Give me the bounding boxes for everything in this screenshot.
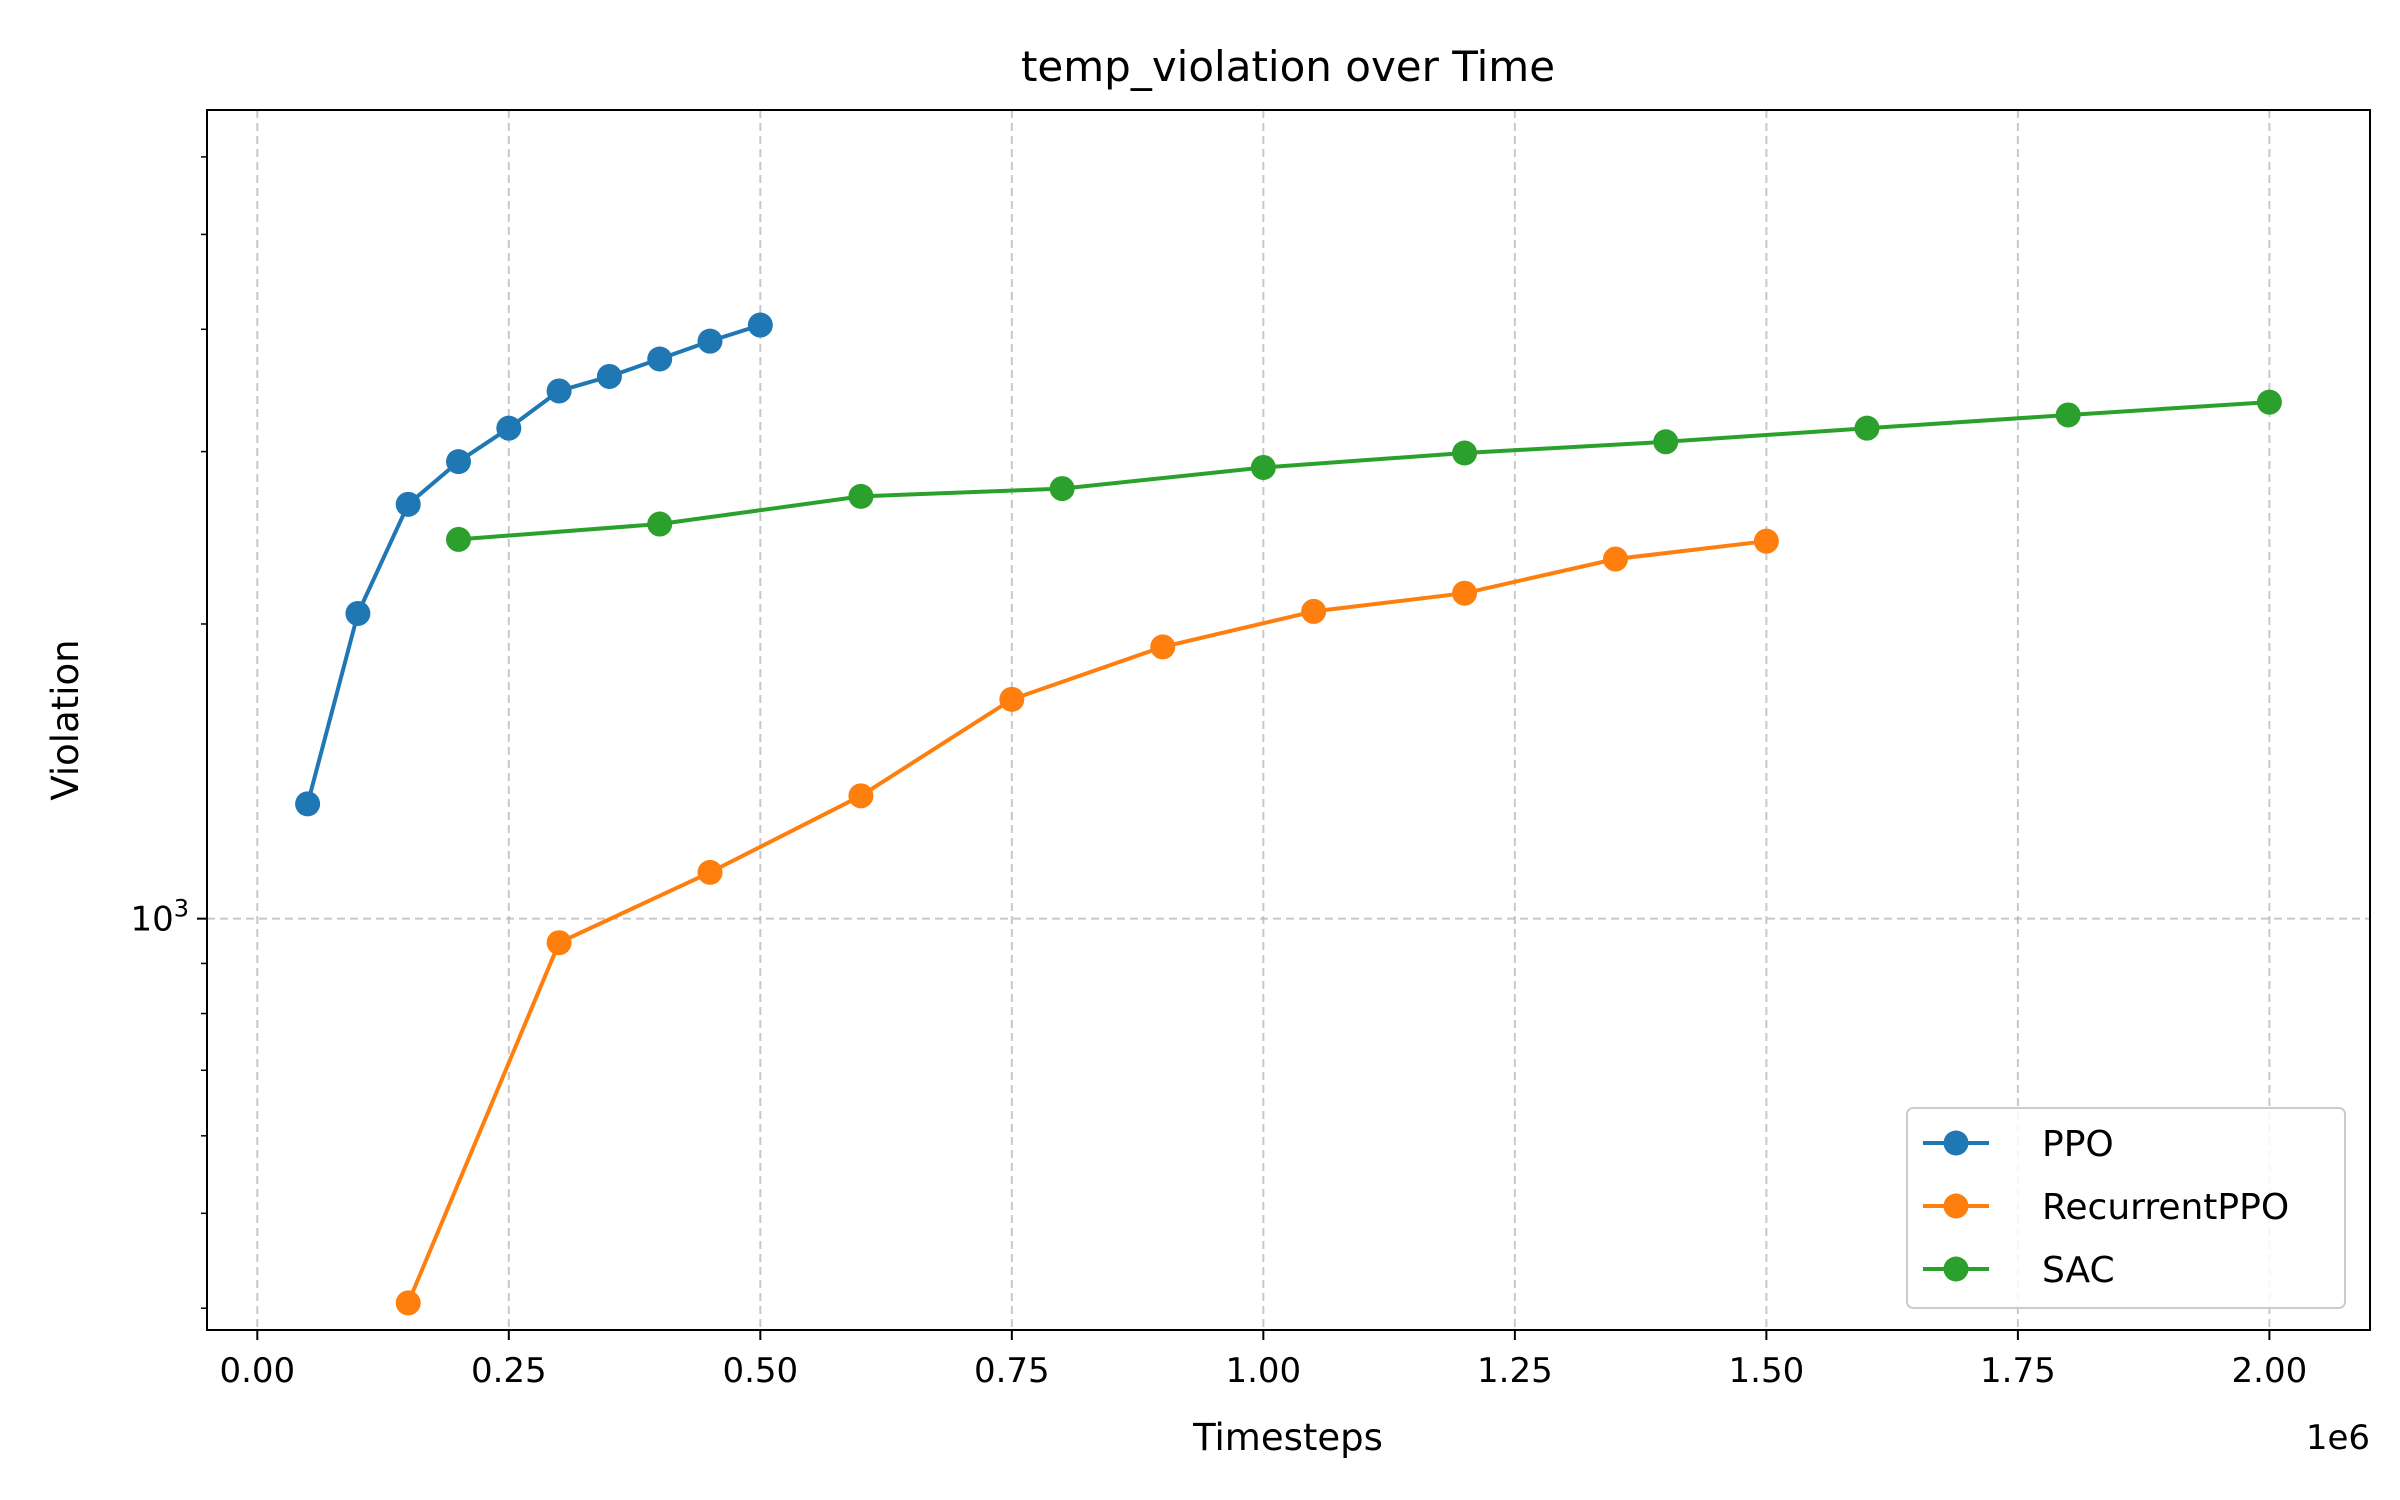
point-ppo — [747, 312, 773, 338]
x-tick-label: 0.75 — [974, 1351, 1050, 1391]
point-sac — [647, 511, 673, 537]
legend-label-ppo: PPO — [2042, 1124, 2114, 1165]
line-sac — [456, 400, 2272, 542]
x-axis-offset-label: 1e6 — [2306, 1418, 2370, 1458]
point-sac — [848, 483, 874, 509]
x-tick-label: 2.00 — [2232, 1351, 2308, 1391]
point-sac — [1854, 415, 1880, 441]
point-recurrentppo — [546, 930, 572, 956]
legend-marker-sac — [1943, 1256, 1969, 1282]
point-recurrentppo — [848, 783, 874, 809]
line-recurrentppo — [406, 539, 1769, 1305]
legend-box — [1906, 1107, 2346, 1309]
point-ppo — [295, 791, 321, 817]
y-axis-label: Violation — [44, 639, 87, 800]
point-ppo — [647, 346, 673, 372]
x-tick-label: 0.25 — [471, 1351, 547, 1391]
legend-label-sac: SAC — [2042, 1250, 2115, 1291]
point-ppo — [546, 378, 572, 404]
point-ppo — [395, 491, 421, 517]
point-ppo — [596, 363, 622, 389]
line-ppo — [305, 323, 763, 806]
legend-item-ppo: PPO — [1923, 1124, 2114, 1165]
x-axis-label: Timesteps — [1192, 1416, 1383, 1459]
legend-marker-recurrentppo — [1943, 1193, 1969, 1219]
series-recurrentppo — [395, 528, 1779, 1316]
legend-label-recurrentppo: RecurrentPPO — [2042, 1187, 2289, 1228]
x-tick-label: 0.00 — [219, 1351, 295, 1391]
point-recurrentppo — [395, 1290, 421, 1316]
point-sac — [1049, 476, 1075, 502]
x-tick-label: 1.75 — [1980, 1351, 2056, 1391]
plot-frame — [206, 109, 2371, 1331]
point-recurrentppo — [1301, 598, 1327, 624]
series-layer — [295, 312, 2282, 1316]
series-sac — [446, 389, 2282, 552]
point-sac — [446, 526, 472, 552]
point-ppo — [496, 415, 522, 441]
x-tick-label: 1.00 — [1225, 1351, 1301, 1391]
y-tick-exponent: 3 — [174, 895, 189, 923]
series-ppo — [295, 312, 773, 817]
point-recurrentppo — [1452, 580, 1478, 606]
point-recurrentppo — [1150, 634, 1176, 660]
point-recurrentppo — [697, 859, 723, 885]
x-tick-label: 0.50 — [722, 1351, 798, 1391]
legend-marker-ppo — [1943, 1130, 1969, 1156]
point-recurrentppo — [1753, 528, 1779, 554]
x-tick-label: 1.25 — [1477, 1351, 1553, 1391]
point-sac — [2256, 389, 2282, 415]
point-sac — [1452, 440, 1478, 466]
legend-item-sac: SAC — [1923, 1250, 2115, 1291]
point-sac — [2055, 402, 2081, 428]
chart-title: temp_violation over Time — [1021, 42, 1555, 91]
legend: PPO RecurrentPPO SAC — [1906, 1107, 2346, 1309]
point-recurrentppo — [1602, 546, 1628, 572]
point-ppo — [697, 328, 723, 354]
point-recurrentppo — [999, 686, 1025, 712]
x-tick-label: 1.50 — [1729, 1351, 1805, 1391]
point-sac — [1250, 454, 1276, 480]
point-ppo — [345, 600, 371, 626]
legend-item-recurrentppo: RecurrentPPO — [1923, 1187, 2289, 1228]
point-sac — [1653, 429, 1679, 455]
point-ppo — [446, 449, 472, 475]
x-axis: 0.00 0.25 0.50 0.75 1.00 1.25 1.50 1.75 2.00 — [219, 1330, 2307, 1391]
